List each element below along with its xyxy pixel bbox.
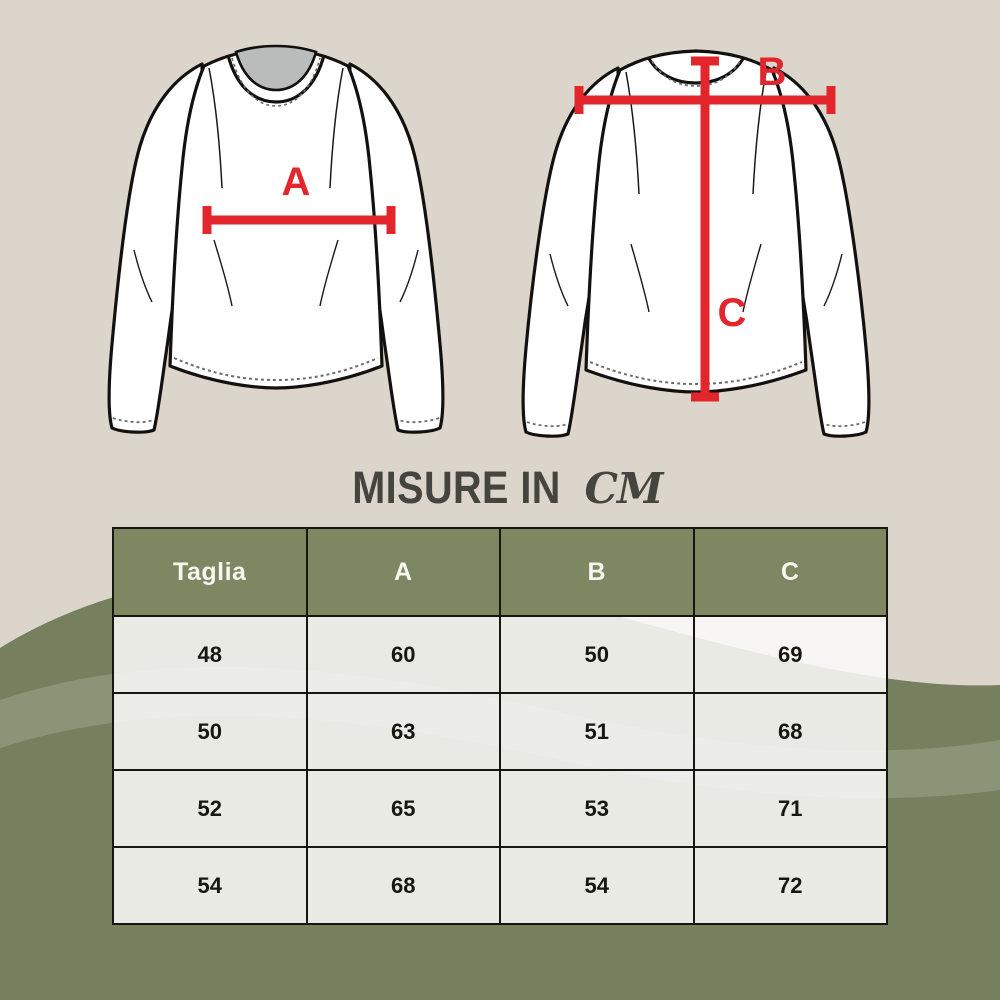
cell-c: 68: [692, 692, 888, 771]
measure-label-c: C: [718, 291, 747, 335]
measure-line-c: [691, 56, 719, 402]
measure-label-a: A: [282, 160, 311, 204]
garment-front-illustration: A: [107, 44, 445, 434]
cell-a: 60: [305, 615, 501, 694]
table-row: 50 63 51 68: [112, 692, 888, 771]
garment-back-illustration: B C: [521, 49, 871, 438]
table-header-c: C: [692, 527, 888, 617]
cell-b: 53: [499, 769, 695, 848]
cell-c: 72: [692, 846, 888, 925]
size-table: Taglia A B C 48 60 50 69 50 63 51 68 52 …: [112, 527, 888, 925]
chart-title: MISURE IN CM: [0, 462, 1000, 514]
measure-line-b: [574, 86, 836, 114]
cell-size: 48: [112, 615, 308, 694]
chart-title-main: MISURE IN: [351, 462, 561, 513]
table-header-a: A: [305, 527, 501, 617]
cell-c: 71: [692, 769, 888, 848]
cell-size: 54: [112, 846, 308, 925]
table-row: 52 65 53 71: [112, 769, 888, 848]
table-row: 54 68 54 72: [112, 846, 888, 925]
cell-b: 54: [499, 846, 695, 925]
table-header-row: Taglia A B C: [112, 527, 888, 617]
cell-size: 52: [112, 769, 308, 848]
cell-size: 50: [112, 692, 308, 771]
measure-label-b: B: [758, 50, 787, 94]
table-row: 48 60 50 69: [112, 615, 888, 694]
cell-a: 68: [305, 846, 501, 925]
measure-line-a: [202, 206, 396, 234]
cell-a: 65: [305, 769, 501, 848]
table-header-taglia: Taglia: [112, 527, 308, 617]
cell-c: 69: [692, 615, 888, 694]
shirt-back-body: [521, 49, 871, 438]
chart-title-unit: CM: [584, 463, 664, 513]
cell-b: 50: [499, 615, 695, 694]
table-header-b: B: [499, 527, 695, 617]
cell-a: 63: [305, 692, 501, 771]
cell-b: 51: [499, 692, 695, 771]
shirt-front-body: [107, 44, 445, 434]
